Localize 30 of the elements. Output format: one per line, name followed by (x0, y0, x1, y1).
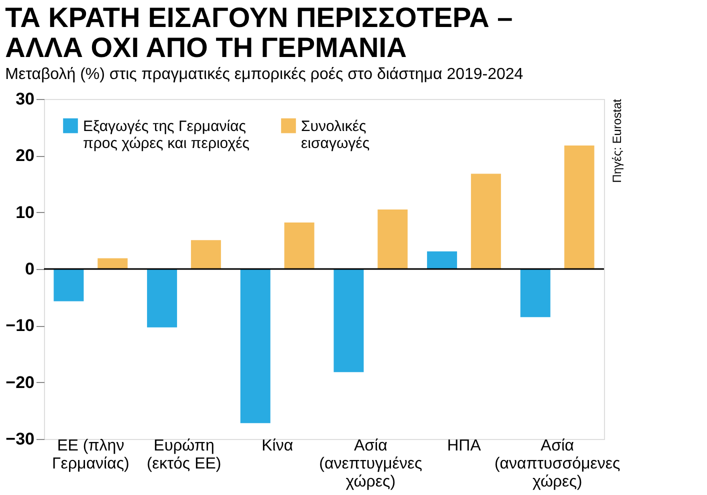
x-tick-label: ΗΠΑ (447, 438, 482, 454)
legend-label: Συνολικές εισαγωγές (301, 118, 370, 152)
legend-label: Εξαγωγές της Γερμανίας προς χώρες και περιοχές (83, 118, 250, 152)
bar (240, 269, 270, 424)
y-tick-label: −20 (6, 372, 34, 392)
bar (564, 145, 594, 269)
text: Πηγές: Eurostat (610, 98, 624, 183)
y-tick-label: 20 (16, 146, 34, 166)
bar (334, 269, 364, 372)
x-tick-label: Ασία (ανεπτυγμένες χώρες) (319, 438, 422, 490)
bar (520, 269, 550, 318)
y-tick-label: −10 (6, 316, 34, 336)
bar (284, 222, 314, 269)
bar (470, 174, 501, 269)
y-tick-label: 10 (16, 202, 34, 222)
x-tick-label: ΕΕ (πλην Γερμανίας) (52, 438, 130, 472)
bar (427, 251, 458, 269)
x-tick-label: Κίνα (262, 438, 294, 454)
y-tick-label: 0 (25, 260, 34, 278)
x-tick-label: Ευρώπη (εκτός ΕΕ) (146, 438, 222, 472)
chart-subtitle: Μεταβολή (%) στις πραγματικές εμπορικές ροές στο διάστημα 2019-2024 (5, 66, 524, 83)
bar (378, 210, 408, 269)
y-tick-label: 30 (16, 90, 34, 108)
y-tick-label: −30 (6, 430, 34, 448)
bar (190, 240, 221, 269)
bar (98, 258, 128, 269)
x-tick-label: Ασία (αναπτυσσόμενες χώρες) (494, 438, 621, 490)
chart-title: ΤΑ ΚΡΑΤΗ ΕΙΣΑΓΟΥΝ ΠΕΡΙΣΣΟΤΕΡΑ – ΑΛΛΑ ΟΧΙ ΑΠΟ ΤΗ ΓΕΡΜΑΝΙΑ (5, 2, 513, 63)
bar (54, 269, 84, 302)
bar (147, 269, 178, 328)
